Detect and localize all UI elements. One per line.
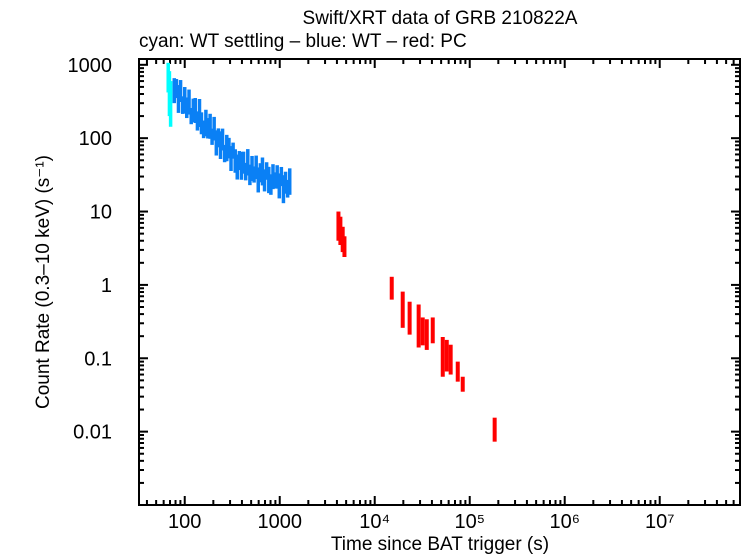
mode-color-legend: cyan: WT settling – blue: WT – red: PC [139, 31, 467, 52]
x-tick-label: 100 [168, 511, 201, 533]
x-tick-label: 10⁷ [645, 511, 674, 533]
y-tick-label: 1 [101, 275, 112, 297]
y-tick-label: 1000 [68, 55, 113, 77]
tick-labels: 100 1000 10⁴ 10⁵ 10⁶ 10⁷ 1000 100 10 1 0.1 0.01 [68, 55, 675, 533]
plot-area: 100 1000 10⁴ 10⁵ 10⁶ 10⁷ 1000 100 10 1 0.1 0.01 [68, 55, 741, 533]
plot-border [138, 58, 741, 506]
x-tick-label: 10⁴ [359, 511, 390, 533]
x-tick-label: 1000 [257, 511, 302, 533]
y-tick-label: 0.01 [73, 422, 112, 444]
y-tick-label: 10 [90, 202, 112, 224]
chart-title: Swift/XRT data of GRB 210822A [303, 8, 578, 29]
series-wt [172, 78, 292, 204]
y-tick-label: 0.1 [84, 348, 112, 370]
series-pc [336, 211, 497, 442]
x-axis-label: Time since BAT trigger (s) [331, 534, 549, 555]
plot-frame [138, 58, 741, 506]
y-axis-label: Count Rate (0.3–10 keV) (s⁻¹) [33, 155, 54, 409]
x-tick-label: 10⁵ [454, 511, 485, 533]
series-wt-settling [166, 62, 173, 127]
y-tick-label: 100 [79, 128, 112, 150]
x-tick-label: 10⁶ [549, 511, 579, 533]
